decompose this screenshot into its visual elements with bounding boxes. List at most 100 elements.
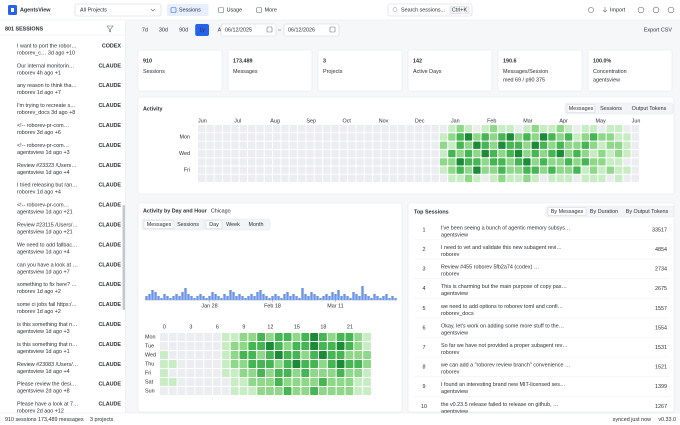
session-meta: roborev 3d ago +6 [17,130,61,136]
period-toggle[interactable]: Week [226,222,240,228]
range-button[interactable]: All [218,28,224,34]
nav-tab[interactable]: Sessions [179,8,201,14]
session-title[interactable]: Review #23115 /Users/… [17,223,78,229]
top-session-title[interactable]: I need to vet and validate this new suba… [441,245,562,251]
top-sessions-tab[interactable]: By Duration [590,209,618,215]
session-title[interactable]: Review #23083 /Users/… [17,362,78,368]
export-csv[interactable]: Export CSV [644,28,673,34]
session-title[interactable]: We need to add fallbac… [17,242,77,248]
hour-cell [310,369,318,377]
activity-toggle[interactable]: Sessions [600,106,622,112]
session-title[interactable]: is this something that n… [17,322,78,328]
settings-icon[interactable] [667,6,675,14]
session-title[interactable]: <!-- roborev-pr-com… [17,203,69,209]
period-toggle[interactable]: Month [249,222,264,228]
hour-cell [319,378,327,386]
weekday-label: Wed [179,151,190,157]
activity-cell [423,149,431,158]
top-session-title[interactable]: This is charming but the main purpose of… [441,284,567,290]
nav-tab-active[interactable] [167,4,209,16]
nav-tab[interactable]: Usage [227,8,243,14]
session-meta: roborev 1d ago +4 [17,190,61,196]
range-button[interactable]: 1y [199,28,205,34]
activity-toggle[interactable]: Messages [569,106,594,112]
range-button[interactable]: 30d [159,28,168,34]
activity-cell [439,149,448,158]
activity-cell [606,133,614,141]
import-button[interactable]: Import [610,8,626,14]
activity-cell [523,149,531,158]
activity-cell [206,158,214,166]
range-button-active[interactable] [195,24,209,36]
footer-sessions: 910 sessions [5,417,37,423]
session-title[interactable]: can you have a look at … [17,262,78,268]
refresh-icon[interactable] [588,7,594,13]
top-session-title[interactable]: I found an interesting brand new MIT-lic… [441,382,565,388]
activity-toggle[interactable]: Output Tokens [632,106,667,112]
import-icon[interactable] [602,7,608,13]
session-title[interactable]: I want to port the robor… [17,43,77,49]
top-sessions-tab[interactable]: By Output Tokens [626,209,669,215]
project-filter-label[interactable]: All Projects [80,8,107,14]
top-session-title[interactable]: I've been seeing a bunch of agentic memo… [441,225,570,231]
session-title[interactable]: I tried releasing but ran… [17,183,78,189]
period-toggle[interactable]: Day [209,222,219,228]
project-filter[interactable] [74,3,162,17]
hour-cell [248,342,257,350]
session-title[interactable]: Please review the desi… [17,382,76,388]
activity-cell [589,125,598,133]
metric-toggle[interactable]: Messages [147,222,172,228]
help-icon[interactable] [637,6,645,14]
date-from-icon [266,26,273,33]
activity-cell [256,158,264,166]
top-sessions-tab[interactable]: By Messages [551,209,584,215]
activity-cell [248,141,256,149]
session-title[interactable]: Please have a look at 7… [17,402,78,408]
date-from-box[interactable] [220,23,277,37]
activity-cell [214,174,223,183]
date-from[interactable]: 06/12/2025 [225,28,252,34]
period-toggle-active[interactable] [205,220,223,229]
filter-icon[interactable] [106,25,114,33]
session-title[interactable]: something to fix here? … [17,282,77,288]
activity-cell [514,133,523,141]
range-button[interactable]: 90d [179,28,188,34]
hour-cell [186,378,195,386]
session-title[interactable]: some ci jobs fail https:/… [17,302,77,308]
top-session-count: 2675 [655,286,667,292]
stat-value: 3 [323,58,326,64]
date-to-box[interactable] [283,23,340,37]
session-title[interactable]: I'm trying to recreate s… [17,103,76,109]
session-title[interactable]: <!-- roborev-pr-com… [17,123,69,129]
timeline-bar [277,296,280,300]
nav-tab[interactable]: More [265,8,277,14]
activity-cell [531,174,539,183]
hour-label: 15 [294,324,300,330]
activity-cell [564,174,573,183]
top-session-title[interactable]: Review #455 roborev 5fb2a74 (codex) … [441,265,539,271]
session-title[interactable]: <!-- roborev-pr-com… [17,143,69,149]
session-title[interactable]: Review #23323 /Users… [17,163,77,169]
date-to[interactable]: 06/12/2026 [288,28,315,34]
top-session-title[interactable]: Okay, let's work on adding some more stu… [441,323,564,329]
range-button[interactable]: 7d [142,28,148,34]
top-session-title[interactable]: we need to add options to roborev toml a… [440,304,563,310]
top-session-title[interactable]: So far we have not provided a proper sub… [441,343,568,349]
activity-cell [631,166,639,174]
top-session-title[interactable]: the v0.23.5 release failed to release on… [441,402,558,408]
timeline-bar [283,294,286,300]
session-title[interactable]: is this something that n… [17,342,78,348]
top-session-title[interactable]: we can add a "roborev review branch" con… [440,363,570,369]
hour-cell [257,387,265,395]
session-title[interactable]: any reason to think tha… [17,83,77,89]
session-title[interactable]: Our internal monitorin… [17,63,74,69]
activity-cell [264,133,273,141]
metric-toggle[interactable]: Sessions [177,222,199,228]
activity-toggle-active[interactable] [566,104,596,113]
theme-icon[interactable] [652,6,660,14]
activity-cell [464,166,473,174]
activity-cell [306,125,314,133]
top-sessions-tab-active[interactable] [547,207,587,216]
search-placeholder[interactable]: Search sessions... [401,8,445,14]
metric-toggle-active[interactable] [143,220,175,229]
